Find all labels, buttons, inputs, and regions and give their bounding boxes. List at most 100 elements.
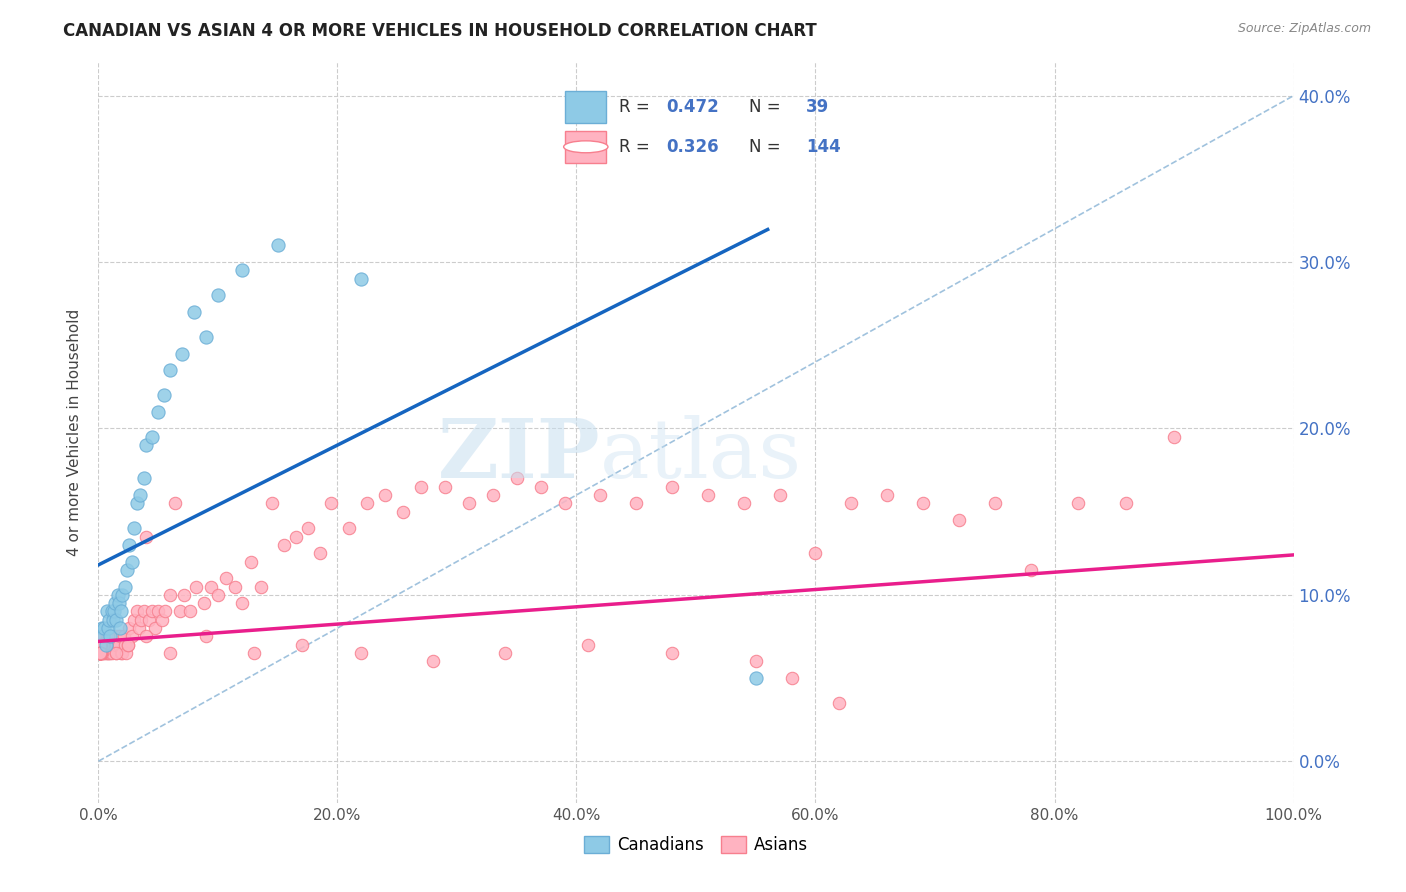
Point [163,496,186,510]
Point [841,496,863,510]
Point [89,646,111,660]
Point [1115,496,1137,510]
Point [132,471,155,485]
Point [250,580,273,594]
Point [91,646,114,660]
Point [98,646,121,660]
Point [273,538,295,552]
Point [103,638,125,652]
Point [101,613,124,627]
Point [93,629,115,643]
Point [89,646,111,660]
Point [111,588,134,602]
Point [89,646,111,660]
Point [578,638,600,652]
Point [148,605,170,619]
Point [153,388,176,402]
Point [1163,430,1185,444]
Text: Source: ZipAtlas.com: Source: ZipAtlas.com [1237,22,1371,36]
Point [96,629,118,643]
Point [98,613,121,627]
Point [350,271,373,285]
Point [284,530,307,544]
Point [89,646,111,660]
Point [89,646,111,660]
Point [90,646,112,660]
Point [91,629,114,643]
Point [159,588,181,602]
Point [207,588,229,602]
Point [207,288,229,302]
Point [91,638,114,652]
Point [121,629,143,643]
Point [114,580,136,594]
Point [231,596,253,610]
Point [150,613,173,627]
Point [267,238,290,252]
Point [169,605,191,619]
Point [260,496,283,510]
Point [494,646,516,660]
Point [129,488,152,502]
Point [98,638,122,652]
Point [89,646,111,660]
Point [100,638,122,652]
Point [231,263,253,277]
Point [224,580,246,594]
Point [530,480,553,494]
Point [105,646,128,660]
Point [215,571,238,585]
Point [89,646,111,660]
Point [131,613,153,627]
Point [108,621,131,635]
Point [110,605,132,619]
Y-axis label: 4 or more Vehicles in Household: 4 or more Vehicles in Household [67,309,83,557]
Point [554,496,576,510]
Point [173,588,195,602]
Point [94,646,117,660]
Point [780,671,803,685]
Point [89,646,111,660]
Point [911,496,934,510]
Text: ZIP: ZIP [437,415,600,495]
Point [100,646,122,660]
Point [91,621,114,635]
Point [96,646,118,660]
Point [97,621,120,635]
Point [172,346,194,360]
Point [745,671,768,685]
Point [89,638,111,652]
Point [193,596,215,610]
Point [91,629,114,643]
Point [240,555,263,569]
Point [179,605,201,619]
Point [297,521,319,535]
Point [186,580,208,594]
Point [243,646,266,660]
Point [132,605,155,619]
Point [124,521,146,535]
Point [90,638,112,652]
Point [89,646,111,660]
Point [89,646,111,660]
Point [948,513,970,527]
Point [107,596,129,610]
Point [97,638,120,652]
Text: atlas: atlas [600,415,803,495]
Point [105,613,128,627]
Point [114,638,136,652]
Point [115,646,138,660]
Point [506,471,529,485]
Point [118,621,141,635]
Point [745,654,768,668]
Point [89,638,111,652]
Point [626,496,648,510]
Point [111,646,134,660]
Point [121,555,143,569]
Point [104,596,127,610]
Point [200,580,222,594]
Point [411,480,433,494]
Point [112,629,135,643]
Point [101,629,124,643]
Point [697,488,720,502]
